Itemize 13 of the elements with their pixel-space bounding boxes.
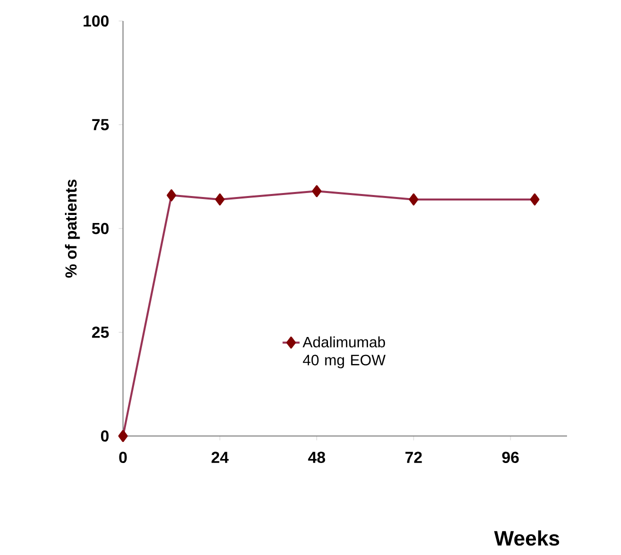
x-tick-label: 72	[405, 452, 422, 463]
y-tick-label: 75	[92, 119, 109, 130]
x-tick-label: 0	[119, 452, 127, 464]
x-tick-label: 24	[212, 452, 229, 463]
y-tick-label: 25	[92, 326, 109, 338]
y-tick-label: 100	[84, 15, 109, 27]
y-tick-label: 0	[101, 430, 109, 442]
y-tick-label: 50	[92, 222, 109, 234]
legend-label: Adalimumab 40 mg EOW	[302, 336, 386, 368]
x-tick-label: 96	[502, 452, 519, 464]
y-axis-title: % of patients	[64, 180, 80, 278]
x-axis-title: Weeks	[494, 530, 560, 546]
x-tick-label: 48	[308, 452, 326, 464]
